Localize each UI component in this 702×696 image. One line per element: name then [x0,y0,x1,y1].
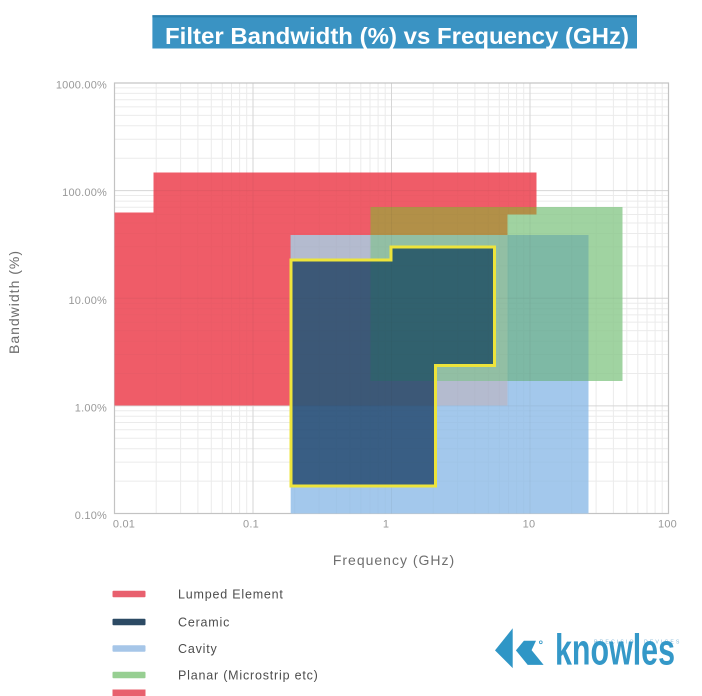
svg-text:100.00%: 100.00% [62,187,107,199]
svg-text:Cavity: Cavity [178,642,218,656]
svg-text:0.1: 0.1 [243,519,259,531]
svg-text:Lumped Element: Lumped Element [178,587,284,601]
svg-text:Bandwidth (%): Bandwidth (%) [6,250,22,354]
svg-text:100: 100 [658,519,677,531]
svg-text:1000.00%: 1000.00% [56,79,107,91]
svg-text:1.00%: 1.00% [75,402,107,414]
svg-text:10.00%: 10.00% [68,295,107,307]
svg-text:DEVICES: DEVICES [644,640,681,646]
svg-text:PRECISION: PRECISION [594,640,641,646]
svg-text:0.10%: 0.10% [75,510,107,522]
svg-text:0.01: 0.01 [113,519,135,531]
svg-text:knowles: knowles [555,626,675,675]
svg-text:Planar (Microstrip etc): Planar (Microstrip etc) [178,668,319,682]
svg-text:Ceramic: Ceramic [178,615,230,629]
svg-text:10: 10 [523,519,536,531]
svg-text:1: 1 [383,519,389,531]
svg-text:Frequency (GHz): Frequency (GHz) [333,552,455,568]
svg-text:Filter Bandwidth (%) vs Freque: Filter Bandwidth (%) vs Frequency (GHz) [165,23,629,49]
